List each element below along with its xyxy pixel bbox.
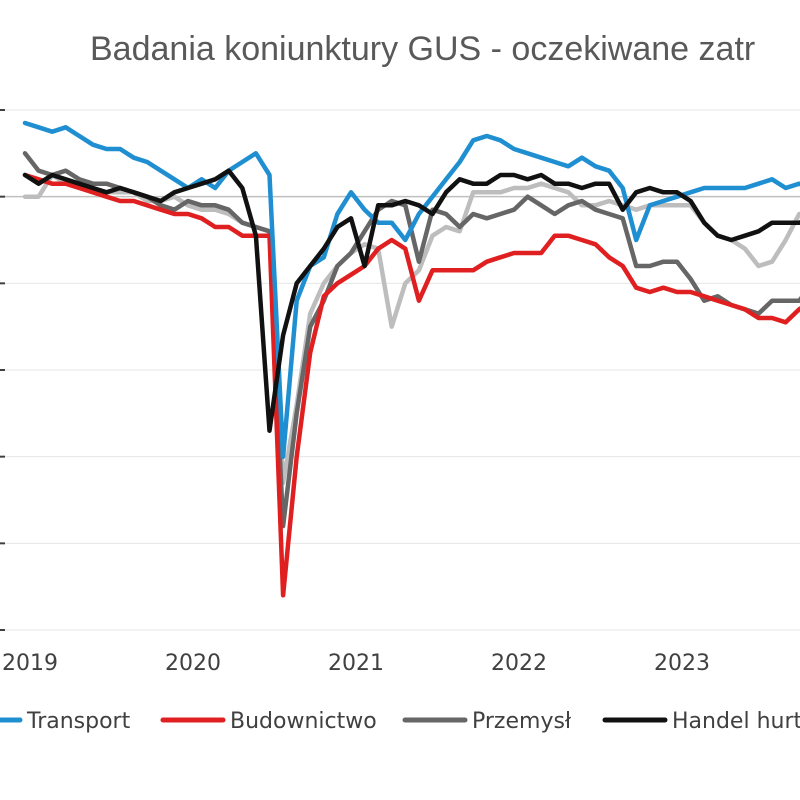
legend: Transport Budownictwo Przemysł Handel hurt [0, 709, 800, 734]
legend-label: Przemysł [472, 709, 572, 734]
x-axis-ticks: 2019 2020 2021 2022 2023 [2, 651, 710, 676]
chart-title: Badania koniunktury GUS - oczekiwane zat… [90, 30, 755, 68]
x-tick-label: 2023 [654, 651, 710, 676]
series-line-unnamed [22, 172, 800, 485]
grid [0, 109, 800, 631]
series-line-transport [22, 120, 800, 459]
legend-label: Transport [26, 709, 131, 734]
legend-label: Budownictwo [230, 709, 377, 734]
series-line-przemysł [22, 151, 800, 529]
x-tick-label: 2022 [491, 651, 547, 676]
series-line-handel-hurt [22, 168, 800, 433]
x-tick-label: 2019 [2, 651, 58, 676]
legend-label: Handel hurt [672, 709, 800, 734]
series-lines [22, 120, 800, 598]
series-line-budownictwo [22, 172, 800, 598]
x-tick-label: 2020 [165, 651, 221, 676]
x-tick-label: 2021 [328, 651, 384, 676]
